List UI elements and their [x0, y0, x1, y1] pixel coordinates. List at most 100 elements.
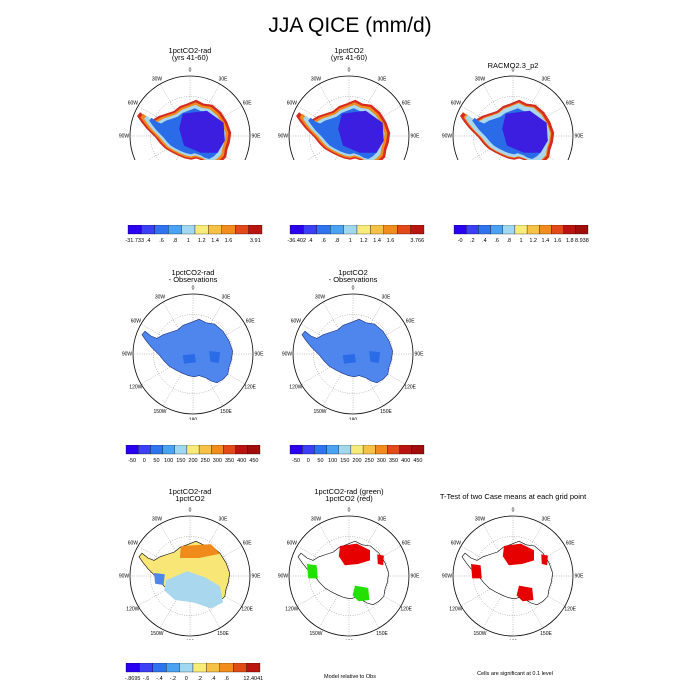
colorbar-swatch — [330, 225, 344, 235]
colorbar-tick: 0 — [185, 676, 188, 682]
colorbar-swatch — [375, 445, 388, 455]
panel-subtitle: - Observations — [168, 275, 218, 284]
lon-label: 0 — [348, 508, 351, 514]
significant-area — [516, 585, 534, 602]
colorbar-swatch — [490, 225, 503, 235]
lon-label: 60E — [402, 541, 412, 547]
lon-label: 30W — [152, 76, 163, 82]
colorbar-tick: 1.4 — [542, 238, 550, 244]
panel-case-diff: 1pctCO2-rad 1pctCO2 030E60E90E120E150E18… — [115, 480, 265, 640]
panel-title: 1pctCO2-rad — [168, 46, 212, 55]
colorbar-swatch — [502, 225, 516, 235]
panel-subtitle: 1pctCO2 (red) — [325, 494, 373, 503]
diff-patch — [342, 354, 356, 364]
colorbar-swatch — [233, 663, 247, 673]
colorbar-tick: -.8695 — [125, 676, 141, 682]
colorbar: -50 0 50 100 150 200 250 300 350 400 450 — [125, 445, 261, 464]
colorbar-tick: 450 — [249, 458, 258, 464]
colorbar-tick: 0 — [143, 458, 146, 464]
colorbar-tick: .4 — [211, 676, 216, 682]
colorbar-swatch — [362, 445, 376, 455]
lon-label: 150E — [380, 409, 392, 415]
colorbar-tick: 1.4 — [211, 238, 219, 244]
lon-label: 30W — [311, 516, 322, 522]
panel-title: 1pctCO2-rad — [168, 487, 212, 496]
lon-label: 150W — [153, 409, 166, 415]
colorbar-tick: .6 — [224, 676, 229, 682]
colorbar-swatch — [466, 225, 479, 235]
lon-label: 90E — [411, 134, 421, 140]
polar-map: 0 30E 60E 90E 120E 150E 180 150W 120W 90W 60W 30W — [122, 286, 265, 420]
colorbar-swatch — [152, 663, 167, 673]
lon-label: 90W — [442, 134, 453, 140]
ice-plateau — [502, 110, 548, 153]
diff-patch — [182, 354, 196, 364]
lon-label: 30W — [475, 76, 486, 82]
colorbar-tick: -.4 — [156, 676, 162, 682]
colorbar-swatch — [168, 225, 182, 235]
colorbar-tick: .6 — [494, 238, 499, 244]
colorbar-tick: 250 — [365, 458, 374, 464]
ice-plateau — [179, 110, 225, 153]
colorbar-tick: 150 — [340, 458, 349, 464]
colorbar-tick: 0 — [307, 458, 310, 464]
colorbar-tick: 100 — [164, 458, 173, 464]
antarctica-diff — [141, 318, 233, 384]
lon-label: 90E — [255, 352, 265, 358]
lon-label: 120W — [129, 385, 142, 391]
lon-label: 60E — [406, 319, 416, 325]
lon-label: 30W — [315, 294, 326, 300]
colorbar-swatch — [563, 225, 576, 235]
colorbar-swatch — [192, 663, 207, 673]
lon-label: 150E — [220, 409, 232, 415]
lon-label: 90W — [278, 574, 289, 580]
colorbar-swatch — [356, 225, 371, 235]
colorbar-swatch — [181, 225, 196, 235]
lon-label: 30W — [475, 516, 486, 522]
colorbar-swatch — [411, 445, 425, 455]
colorbar: -31.733.4 .6 .8 1 1.2 1.4 1.6 3.91 — [125, 225, 263, 244]
diff-patch — [209, 351, 220, 363]
lon-label: 30E — [378, 76, 388, 82]
lon-label: 60W — [287, 541, 298, 547]
lon-label: 0 — [348, 68, 351, 74]
colorbar-tick: .8 — [335, 238, 340, 244]
lon-label: 30E — [542, 516, 552, 522]
ice-plateau — [338, 110, 384, 153]
colorbar-tick: 1.6 — [554, 238, 562, 244]
panel-note: Cells are significant at 0.1 level — [477, 671, 553, 677]
colorbar-swatch — [247, 445, 261, 455]
colorbar-tick: 300 — [213, 458, 222, 464]
lon-label: 30W — [311, 76, 322, 82]
panel-title: 1pctCO2-rad (green) — [314, 487, 384, 496]
panel-1pctco2-rad: 1pctCO2-rad (yrs 41-60) 030E60E90E120E15… — [115, 0, 265, 160]
parallel — [153, 314, 233, 394]
lon-label: 120E — [404, 385, 416, 391]
colorbar-tick: -50 — [128, 458, 136, 464]
colorbar: -50 0 50 100 150 200 250 300 350 400 450 — [289, 445, 425, 464]
panel-racmo: RACMO2.3_p2 030E60E90E120E150E180150W120… — [438, 0, 588, 160]
colorbar-tick: .6 — [321, 238, 326, 244]
panel-title: T-Test of two Case means at each grid po… — [439, 492, 587, 501]
colorbar-tick: 1.2 — [360, 238, 368, 244]
panel-1pctco2: 1pctCO2 (yrs 41-60) 030E60E90E120E150E18… — [274, 0, 424, 160]
lon-label: 60E — [243, 541, 253, 547]
significant-area — [502, 543, 534, 566]
colorbar-tick: 50 — [153, 458, 159, 464]
colorbar-swatch — [211, 445, 224, 455]
colorbar-swatch — [302, 445, 315, 455]
lon-label: 60W — [291, 319, 302, 325]
lon-label: 90W — [119, 574, 130, 580]
colorbar-tick: 12.4041 — [243, 676, 263, 682]
colorbar-swatch — [154, 225, 169, 235]
colorbar-swatch — [174, 445, 188, 455]
lon-label: 150W — [473, 631, 486, 637]
lon-label: 0 — [512, 508, 515, 514]
colorbar-tick: 150 — [176, 458, 185, 464]
lon-label: 90E — [575, 574, 585, 580]
lon-label: 120W — [126, 607, 139, 613]
colorbar-swatch — [166, 663, 180, 673]
lon-label: 90W — [122, 352, 133, 358]
lon-label: 60E — [243, 101, 253, 107]
colorbar-swatch — [139, 663, 153, 673]
